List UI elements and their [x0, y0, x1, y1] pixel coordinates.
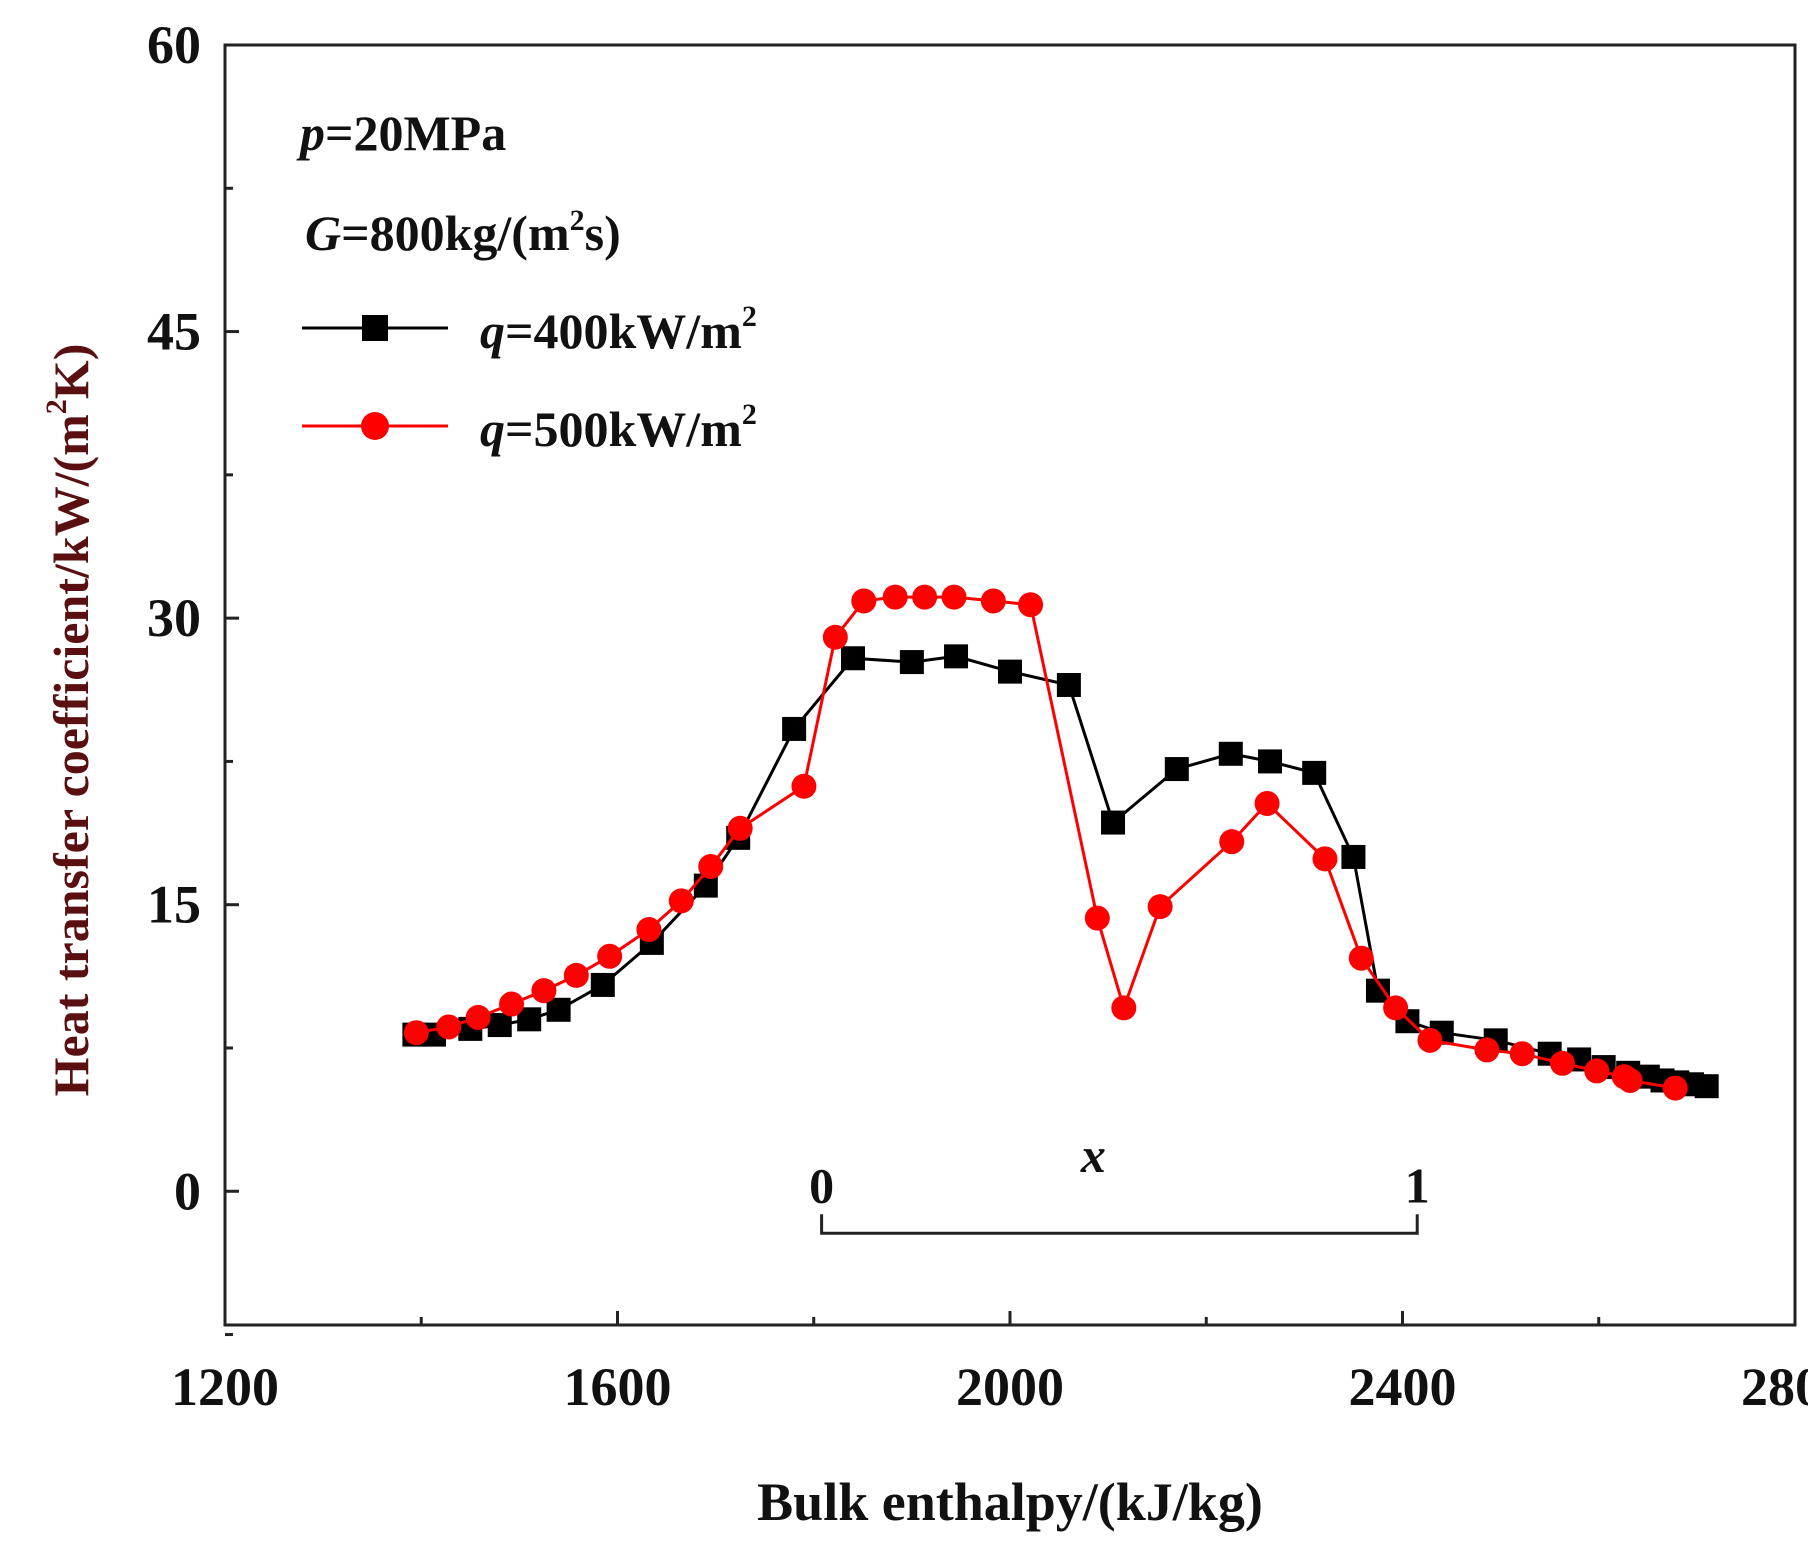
data-point-q400 [1302, 760, 1327, 785]
data-point-q500 [563, 962, 589, 988]
y-axis-title: Heat transfer coefficient/kW/(m2K) [40, 344, 99, 1097]
y-tick-label: 15 [147, 875, 201, 935]
data-point-q500 [436, 1014, 462, 1040]
quality-bar-bracket [820, 1214, 1419, 1235]
data-point-q400 [1258, 749, 1283, 774]
data-point-q500 [727, 815, 753, 841]
pressure-annotation: p=20MPa [296, 105, 506, 161]
x-tick-label: 2000 [956, 1357, 1064, 1417]
data-point-q500 [1383, 995, 1409, 1021]
data-point-q500 [698, 853, 724, 879]
series-layer [402, 584, 1719, 1101]
data-point-q500 [912, 584, 938, 610]
quality-bar-start-label: 0 [809, 1158, 834, 1214]
y-tick-label: 30 [147, 588, 201, 648]
legend: q=400kW/m2 q=500kW/m2 [302, 300, 757, 457]
data-point-q500 [1584, 1058, 1610, 1084]
data-point-q500 [1254, 790, 1280, 816]
data-point-q500 [882, 584, 908, 610]
series-line-q400 [414, 654, 1707, 1088]
y-axis-ticks: 0 15 30 45 60 [147, 15, 239, 1337]
data-point-q400 [1056, 673, 1081, 697]
data-point-q500 [822, 624, 848, 650]
quality-bar-end-label: 1 [1405, 1158, 1430, 1214]
legend-marker-q500 [361, 412, 389, 440]
data-point-q400 [590, 972, 615, 997]
data-point-q500 [1312, 846, 1338, 872]
data-point-q400 [1341, 844, 1366, 869]
quality-bar-x-label: x [1080, 1127, 1106, 1183]
data-point-q500 [1084, 905, 1110, 931]
data-point-q500 [499, 991, 525, 1017]
data-point-q400 [1101, 810, 1126, 835]
data-point-q500 [531, 978, 557, 1004]
data-point-q500 [1509, 1041, 1535, 1067]
data-point-q400 [998, 659, 1022, 684]
mass-flux-annotation: G=800kg/(m2s) [305, 204, 621, 261]
data-point-q400 [546, 997, 571, 1022]
x-tick-label: 2400 [1349, 1357, 1457, 1417]
y-tick-label: 0 [174, 1161, 201, 1221]
data-point-q500 [1417, 1027, 1443, 1053]
series-line-q500 [416, 595, 1676, 1090]
data-point-q500 [980, 588, 1006, 614]
data-point-q500 [597, 943, 623, 969]
data-point-q400 [1218, 741, 1243, 766]
data-point-q500 [1662, 1075, 1688, 1101]
data-point-q500 [791, 773, 817, 799]
y-tick-label: 45 [147, 302, 201, 362]
data-point-q400 [841, 646, 865, 671]
data-point-q400 [782, 716, 807, 741]
data-point-q500 [1219, 829, 1245, 855]
data-point-q500 [668, 888, 694, 914]
data-point-q500 [941, 584, 967, 610]
x-tick-label: 2800 [1741, 1357, 1808, 1417]
data-point-q500 [636, 917, 662, 943]
data-point-q500 [403, 1020, 429, 1046]
x-axis-ticks: 1200 1600 2000 2400 2800 [171, 1311, 1808, 1417]
data-point-q500 [1111, 995, 1137, 1021]
legend-marker-q400 [362, 315, 388, 341]
data-point-q400 [944, 644, 969, 669]
data-point-q400 [1164, 757, 1189, 782]
x-axis-title: Bulk enthalpy/(kJ/kg) [757, 1472, 1263, 1532]
legend-label-q400: q=400kW/m2 [480, 300, 757, 359]
data-point-q400 [487, 1013, 512, 1038]
data-point-q400 [1694, 1074, 1719, 1099]
x-tick-label: 1200 [171, 1357, 279, 1417]
x-tick-label: 1600 [564, 1357, 672, 1417]
data-point-q400 [899, 650, 924, 675]
data-point-q500 [1474, 1037, 1500, 1063]
data-point-q500 [1018, 592, 1044, 618]
data-point-q500 [465, 1004, 491, 1030]
data-point-q500 [1549, 1050, 1575, 1076]
quality-bar: 0 1 x [809, 1127, 1430, 1235]
data-point-q500 [1348, 945, 1374, 971]
legend-label-q500: q=500kW/m2 [480, 398, 757, 457]
y-tick-label: 60 [147, 15, 201, 75]
data-point-q500 [851, 588, 877, 614]
data-point-q500 [1617, 1067, 1643, 1093]
data-point-q500 [1147, 894, 1173, 920]
